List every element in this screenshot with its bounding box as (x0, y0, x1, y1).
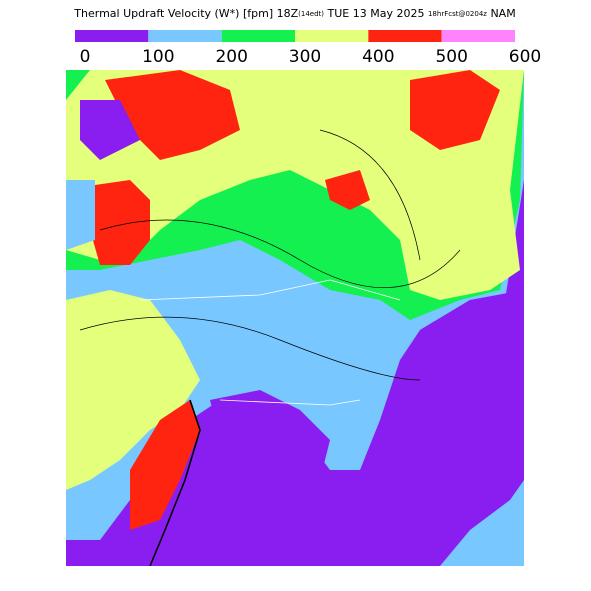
red-region (410, 70, 500, 150)
legend-tick-label: 0 (80, 47, 91, 67)
legend-swatch (368, 30, 442, 42)
purple-region (80, 100, 140, 160)
title-part: Thermal Updraft Velocity (W*) [fpm] 18Z (73, 7, 298, 20)
state-border (139, 279, 401, 406)
red-region (130, 400, 200, 530)
red-region (325, 170, 370, 210)
legend-tick-label: 500 (435, 47, 467, 67)
legend-tick-label: 200 (215, 47, 247, 67)
legend-swatch (75, 30, 149, 42)
ocean-purple (380, 290, 524, 566)
light-blue-region (66, 180, 95, 250)
legend-tick-label: 600 (509, 47, 541, 67)
contour (79, 316, 421, 381)
title: Thermal Updraft Velocity (W*) [fpm] 18Z(… (73, 7, 515, 20)
legend-swatch (295, 30, 369, 42)
title-part: NAM (487, 7, 516, 20)
legend-tick-label: 300 (289, 47, 321, 67)
legend-tick-label: 400 (362, 47, 394, 67)
map (66, 70, 524, 566)
red-region (90, 180, 150, 265)
legend-swatch (441, 30, 515, 42)
legend-swatch (148, 30, 222, 42)
contour-bold (149, 399, 201, 566)
yellow-region (66, 290, 200, 490)
title-part: TUE 13 May 2025 (324, 7, 428, 20)
purple-region (210, 390, 330, 480)
legend-swatch (221, 30, 295, 42)
title-part: (14edt) (298, 10, 324, 18)
title-part: 18hrFcst@0204z (428, 10, 487, 18)
legend-tick-label: 100 (142, 47, 174, 67)
contour (99, 219, 461, 288)
light-blue-region (440, 480, 524, 566)
color-legend: 0 100 200 300 400 500 600 (75, 30, 541, 67)
contour (319, 129, 421, 261)
